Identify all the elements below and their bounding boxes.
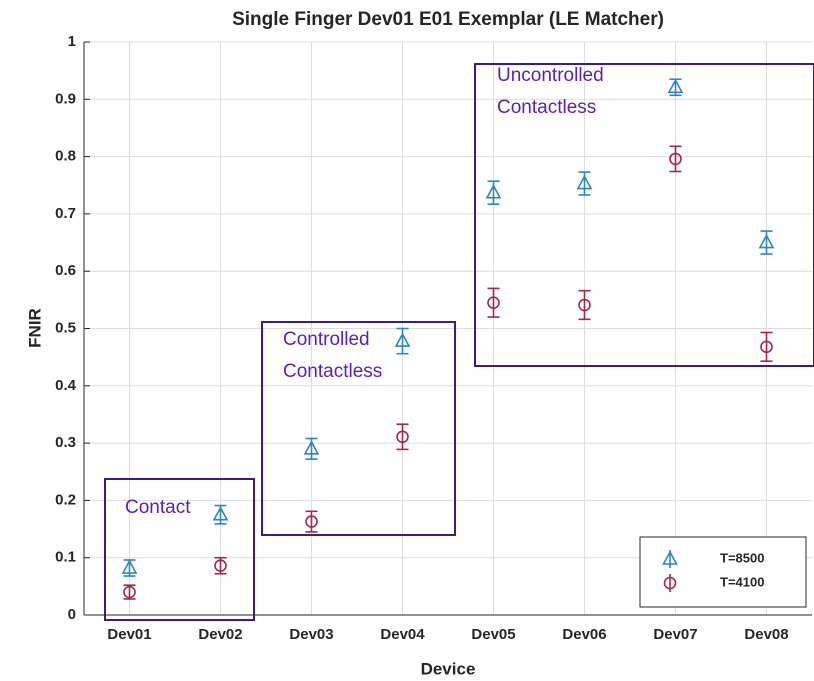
x-tick-label: Dev01 xyxy=(107,626,151,643)
error-bar xyxy=(305,510,318,533)
y-tick-label: 0 xyxy=(68,606,76,623)
y-tick-label: 0.8 xyxy=(55,148,76,165)
x-tick-label: Dev03 xyxy=(289,626,333,643)
data-point xyxy=(576,174,593,190)
y-tick-label: 0.4 xyxy=(55,377,77,394)
annotation-box xyxy=(104,478,255,621)
annotation-text: Controlled xyxy=(283,329,370,350)
y-axis-label: FNIR xyxy=(25,308,44,348)
y-tick-label: 0.3 xyxy=(55,434,76,451)
annotation-box xyxy=(474,63,814,367)
data-point xyxy=(758,233,775,249)
data-point xyxy=(214,559,227,573)
x-tick-label: Dev04 xyxy=(380,626,425,643)
error-bar xyxy=(669,145,682,173)
data-point xyxy=(487,296,500,310)
x-tick-label: Dev07 xyxy=(653,626,697,643)
data-point xyxy=(121,559,138,574)
annotation-text: Contactless xyxy=(497,97,596,118)
annotation-text: Uncontrolled xyxy=(497,65,604,86)
legend-label: T=8500 xyxy=(720,550,764,565)
y-tick-label: 0.6 xyxy=(55,262,76,279)
x-tick-label: Dev02 xyxy=(198,626,242,643)
data-point xyxy=(305,515,318,528)
data-point xyxy=(396,430,409,444)
x-tick-label: Dev05 xyxy=(471,626,515,643)
annotation-text: Contactless xyxy=(283,361,382,382)
error-bar xyxy=(760,331,773,362)
data-point xyxy=(760,340,773,354)
y-tick-label: 0.5 xyxy=(55,319,76,336)
data-point xyxy=(303,440,320,455)
data-point xyxy=(394,332,411,347)
annotation-text: Contact xyxy=(125,497,191,518)
y-tick-label: 1 xyxy=(68,33,76,50)
error-bar xyxy=(578,289,591,321)
error-bar xyxy=(396,423,409,451)
annotation-box xyxy=(261,321,456,536)
y-tick-label: 0.1 xyxy=(55,549,76,566)
legend-marker xyxy=(663,576,677,590)
legend-marker xyxy=(662,550,678,565)
error-bar xyxy=(487,287,500,318)
legend xyxy=(639,536,807,608)
data-point xyxy=(212,506,229,521)
x-tick-label: Dev06 xyxy=(562,626,606,643)
data-point xyxy=(123,585,136,599)
x-axis-label: Device xyxy=(421,659,476,678)
x-tick-label: Dev08 xyxy=(744,626,788,643)
data-point xyxy=(667,78,684,94)
error-bar xyxy=(123,584,136,600)
y-tick-label: 0.9 xyxy=(55,90,76,107)
data-point xyxy=(485,184,502,199)
data-point xyxy=(578,298,591,312)
y-tick-label: 0.7 xyxy=(55,205,76,222)
y-tick-label: 0.2 xyxy=(55,491,76,508)
data-point xyxy=(669,152,682,166)
chart-title: Single Finger Dev01 E01 Exemplar (LE Mat… xyxy=(232,9,664,30)
legend-label: T=4100 xyxy=(720,574,764,589)
